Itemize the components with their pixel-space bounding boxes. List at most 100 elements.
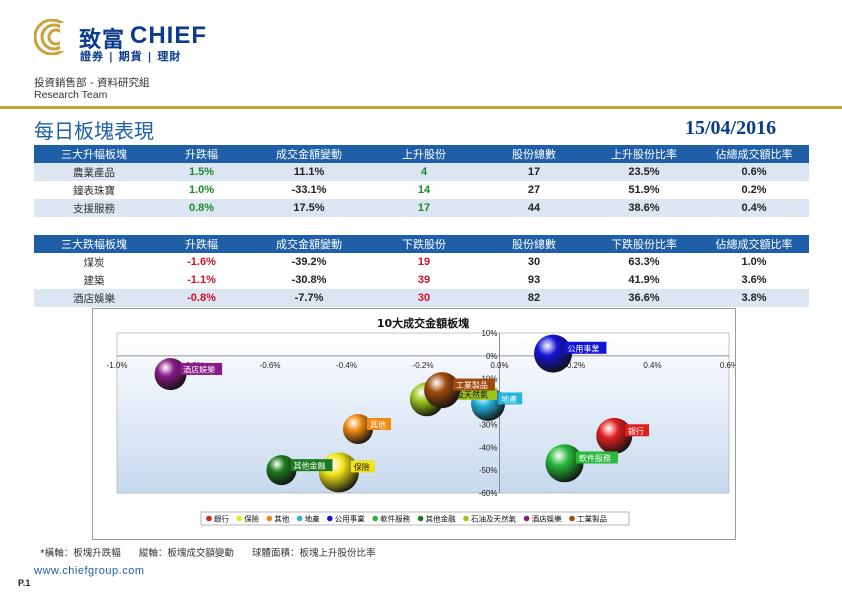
- turnover-share-cell: 0.2%: [699, 181, 809, 199]
- report-date: 15/04/2016: [685, 117, 777, 139]
- legend-entry: 其他: [274, 514, 289, 524]
- column-header: 升跌幅: [154, 235, 249, 253]
- falling-count-cell: 19: [369, 253, 479, 271]
- bubble-1: [318, 452, 359, 493]
- column-header: 佔總成交額比率: [699, 145, 809, 163]
- turnover-share-cell: 1.0%: [699, 253, 809, 271]
- rising-ratio-cell: 51.9%: [589, 181, 699, 199]
- column-header: 上升股份比率: [589, 145, 699, 163]
- x-tick-label: 0.4%: [643, 361, 661, 370]
- turnover-share-cell: 3.6%: [699, 271, 809, 289]
- total-count-cell: 30: [479, 253, 589, 271]
- legend-marker: [569, 515, 575, 522]
- turnover-change-cell: -7.7%: [249, 289, 369, 307]
- brand-name-english: CHIEF: [130, 22, 207, 49]
- website-link[interactable]: www.chiefgroup.com: [34, 565, 145, 577]
- x-tick-label: 0.0%: [490, 361, 508, 370]
- legend-entry: 公用事業: [335, 514, 365, 524]
- falling-ratio-cell: 36.6%: [589, 289, 699, 307]
- chart-title: 10大成交金額板塊: [377, 316, 469, 330]
- bubble-label-bg: [498, 392, 523, 405]
- bubble-label: 地產: [501, 394, 517, 404]
- bubble-label: 工業製品: [456, 380, 488, 390]
- bubble-0: [596, 417, 633, 454]
- bubble-label-bg: [625, 424, 650, 437]
- table-row: 煤炭 -1.6% -39.2% 19 30 63.3% 1.0%: [34, 253, 809, 271]
- y-tick-label: -60%: [479, 489, 498, 498]
- team-label: Research Team: [34, 89, 108, 101]
- note-text: 橫軸：板塊升跌幅 縱軸：板塊成交額變動 球體面積：板塊上升股份比率: [44, 548, 376, 559]
- bubble-label: 軟件服務: [579, 453, 611, 463]
- column-header: 三大跌幅板塊: [34, 235, 154, 253]
- rising-count-cell: 4: [369, 163, 479, 181]
- legend-marker: [206, 515, 212, 522]
- legend-entry: 石油及天然氣: [471, 514, 516, 524]
- turnover-change-cell: -30.8%: [249, 271, 369, 289]
- column-header: 成交金額變動: [249, 145, 369, 163]
- change-cell: -1.6%: [154, 253, 249, 271]
- turnover-change-cell: 11.1%: [249, 163, 369, 181]
- bubble-label-bg: [366, 418, 391, 430]
- table-row: 鐘表珠寶 1.0% -33.1% 14 27 51.9% 0.2%: [34, 181, 809, 199]
- bubble-label: 其他: [370, 420, 386, 430]
- bubble-label-bg: [180, 362, 223, 375]
- bubble-4: [534, 334, 573, 373]
- bubble-2: [342, 414, 373, 444]
- change-cell: -0.8%: [154, 289, 249, 307]
- bubble-label-bg: [290, 459, 333, 472]
- department-label: 投資銷售部 - 資料研究組: [34, 77, 150, 89]
- bubble-label: 其他金融: [293, 461, 325, 471]
- rising-count-cell: 17: [369, 199, 479, 217]
- legend-marker: [372, 515, 379, 522]
- turnover-change-cell: -33.1%: [249, 181, 369, 199]
- bubble-label-bg: [452, 378, 495, 391]
- bubble-chart: 10大成交金額板塊-1.0%-0.8%-0.6%-0.4%-0.2%0.0%0.…: [92, 308, 736, 540]
- change-cell: 0.8%: [154, 199, 249, 217]
- brand-tagline: 證券 | 期貨 | 理財: [80, 50, 182, 63]
- brand-name-chinese: 致富: [79, 28, 126, 53]
- change-cell: 1.5%: [154, 163, 249, 181]
- bubble-label-bg: [564, 341, 607, 354]
- legend-marker: [417, 515, 424, 522]
- x-tick-label: -0.6%: [260, 361, 281, 370]
- table-row: 建築 -1.1% -30.8% 39 93 41.9% 3.6%: [34, 271, 809, 289]
- sector-name: 煤炭: [34, 253, 154, 271]
- legend-marker: [266, 515, 273, 522]
- page-title: 每日板塊表現: [34, 119, 154, 143]
- x-tick-label: -1.0%: [107, 361, 128, 370]
- change-cell: -1.1%: [154, 271, 249, 289]
- turnover-share-cell: 0.4%: [699, 199, 809, 217]
- y-tick-label: -40%: [479, 443, 498, 452]
- legend-marker: [236, 515, 242, 522]
- legend-entry: 其他金融: [426, 514, 456, 524]
- header-divider: [0, 106, 842, 109]
- x-tick-label: -0.2%: [413, 361, 434, 370]
- total-count-cell: 82: [479, 289, 589, 307]
- x-tick-label: -0.4%: [336, 361, 357, 370]
- bubble-9: [424, 372, 461, 409]
- chart-note: *橫軸：板塊升跌幅 縱軸：板塊成交額變動 球體面積：板塊上升股份比率: [40, 545, 376, 559]
- legend-entry: 工業製品: [577, 514, 607, 524]
- sector-name: 酒店娛樂: [34, 289, 154, 307]
- column-header: 股份總數: [479, 235, 589, 253]
- chart-legend: [200, 511, 630, 526]
- bubble-8: [154, 358, 187, 391]
- legend-entry: 地產: [305, 514, 320, 524]
- y-tick-label: 0%: [486, 352, 498, 361]
- sector-name: 支援服務: [34, 199, 154, 217]
- table-row: 支援服務 0.8% 17.5% 17 44 38.6% 0.4%: [34, 199, 809, 217]
- legend-marker: [523, 515, 530, 522]
- total-count-cell: 44: [479, 199, 589, 217]
- change-cell: 1.0%: [154, 181, 249, 199]
- falling-ratio-cell: 41.9%: [589, 271, 699, 289]
- top-losers-table: 三大跌幅板塊 升跌幅 成交金額變動 下跌股份 股份總數 下跌股份比率 佔總成交額…: [34, 235, 809, 307]
- legend-marker: [296, 515, 303, 522]
- column-header: 上升股份: [369, 145, 479, 163]
- rising-count-cell: 14: [369, 181, 479, 199]
- y-tick-label: -30%: [479, 420, 498, 429]
- turnover-share-cell: 0.6%: [699, 163, 809, 181]
- column-header: 三大升幅板塊: [34, 145, 154, 163]
- rising-ratio-cell: 38.6%: [589, 199, 699, 217]
- bubble-label: 銀行: [628, 426, 644, 436]
- bubble-chart-svg: 10大成交金額板塊-1.0%-0.8%-0.6%-0.4%-0.2%0.0%0.…: [107, 316, 735, 526]
